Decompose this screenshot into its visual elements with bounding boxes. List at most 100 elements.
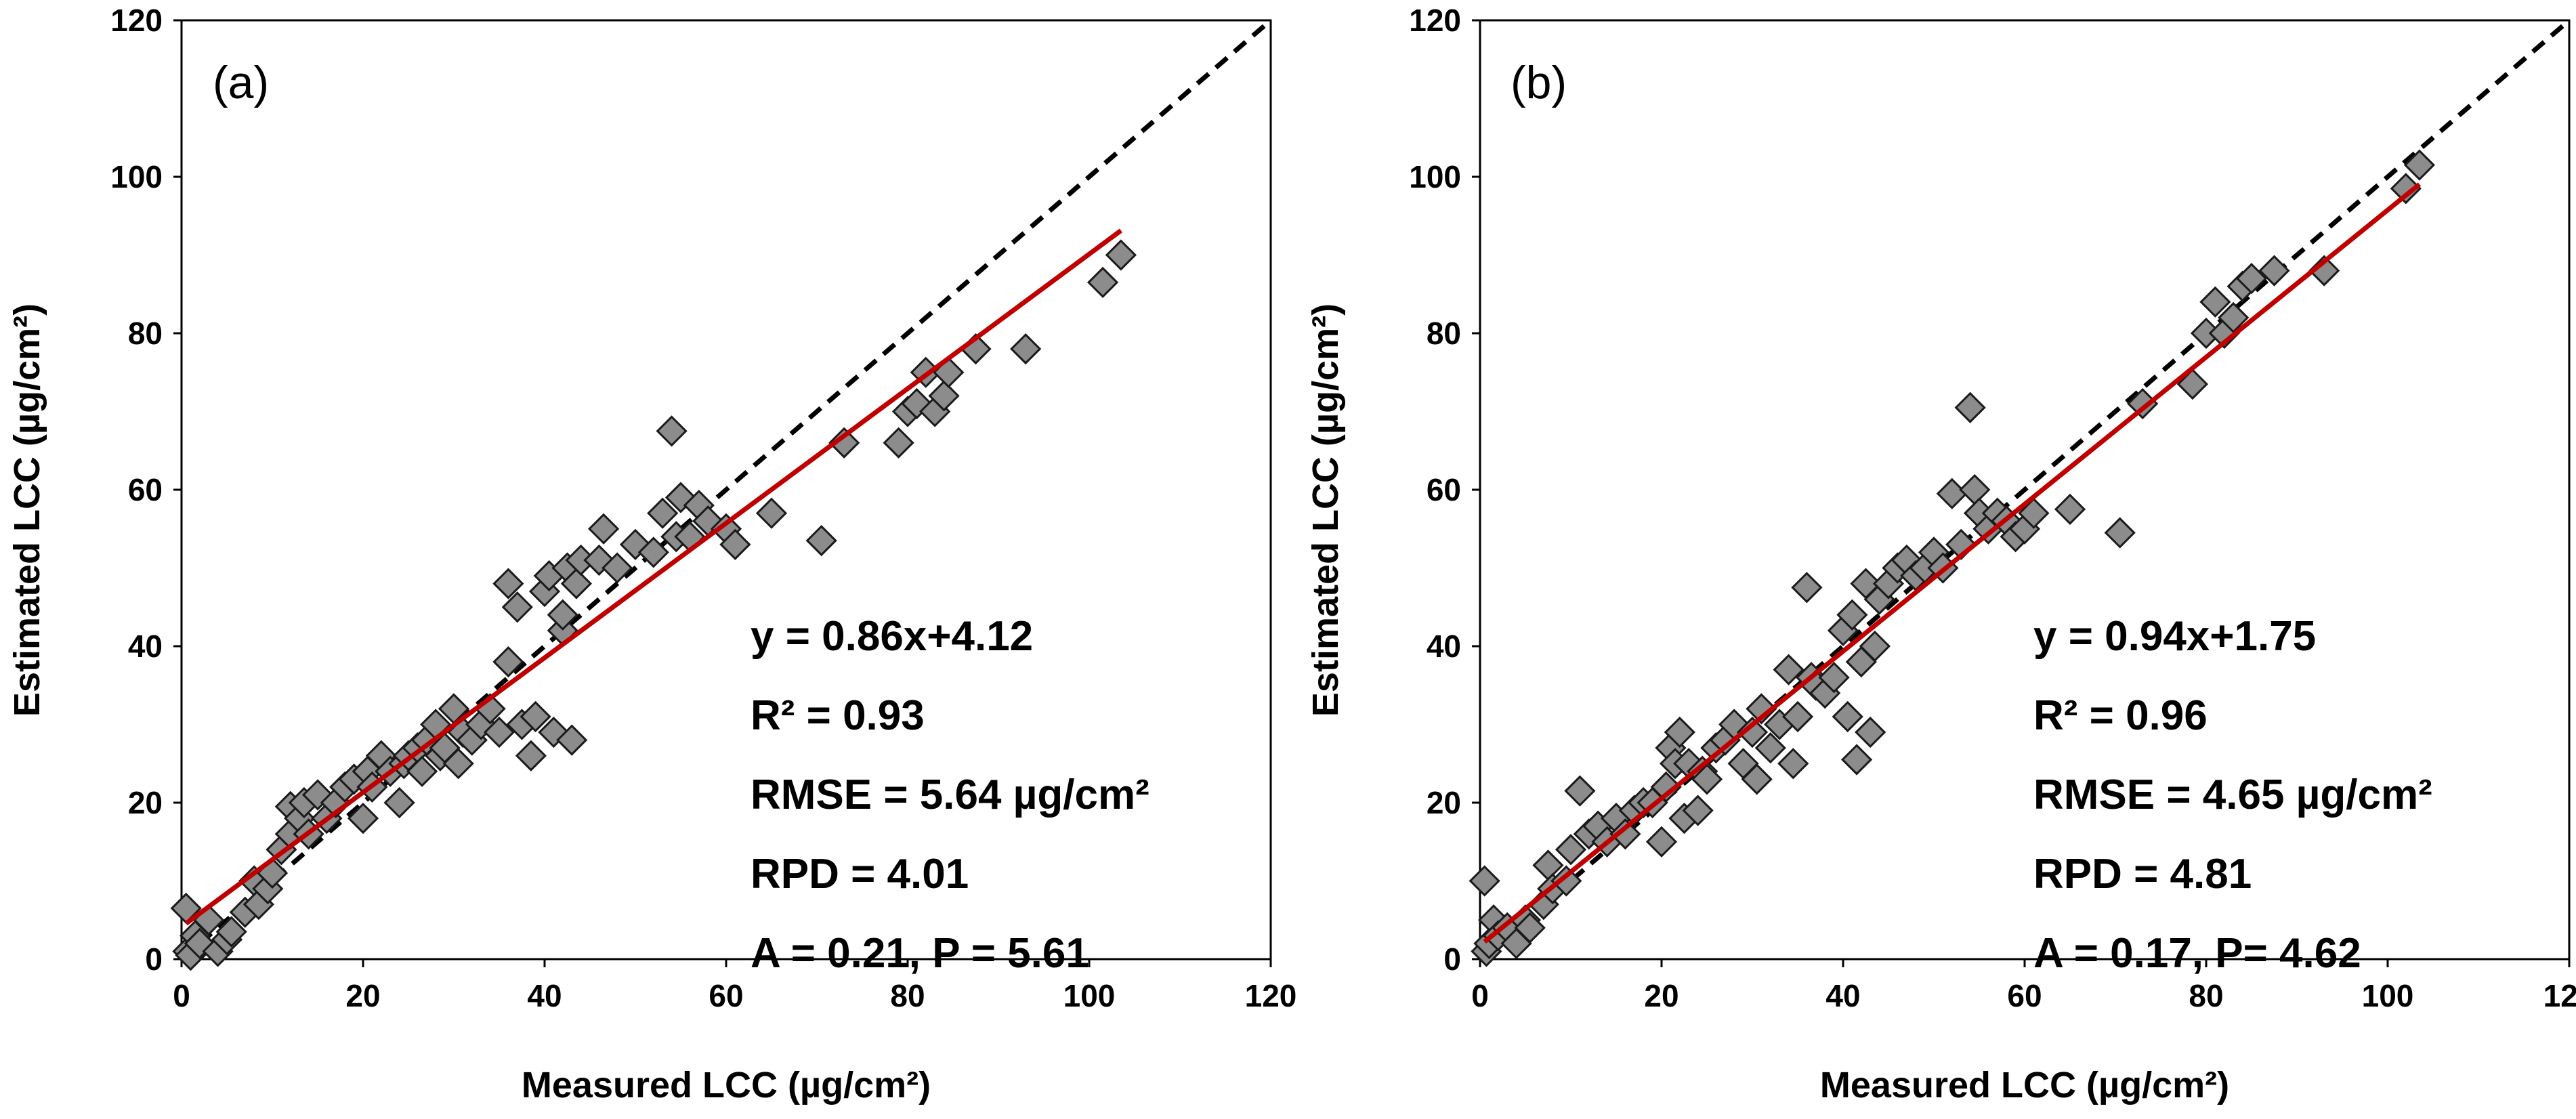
reference-line-1-to-1 — [182, 20, 1271, 959]
y-tick-label: 20 — [128, 785, 163, 820]
data-point — [347, 802, 379, 835]
data-point — [2235, 263, 2268, 295]
data-point — [1840, 744, 1873, 776]
data-point — [2199, 286, 2231, 318]
data-point — [1010, 333, 1042, 365]
data-point — [442, 748, 474, 780]
y-tick-label: 120 — [1409, 3, 1461, 38]
data-point — [501, 591, 533, 623]
data-point — [1736, 716, 1769, 748]
stat-annotation: RMSE = 4.65 µg/cm² — [2033, 772, 2432, 818]
y-tick-label: 20 — [1427, 785, 1461, 820]
data-point — [2218, 301, 2250, 334]
data-point — [1105, 239, 1137, 271]
chart-panel-a: 0 20 40 60 80 100 120 0 20 40 60 80 100 120 Measured L… — [7, 3, 1296, 1105]
y-axis-title: Estimated LCC (µg/cm²) — [1305, 303, 1346, 717]
data-point — [2054, 493, 2086, 525]
data-point — [406, 755, 438, 787]
data-point — [492, 568, 524, 599]
panel-label: (a) — [213, 57, 269, 108]
data-point — [215, 916, 247, 948]
y-tick-label: 40 — [1427, 629, 1461, 664]
x-axis-title: Measured LCC (µg/cm²) — [522, 1065, 931, 1105]
y-axis-title: Estimated LCC (µg/cm²) — [7, 303, 47, 717]
data-point — [1791, 572, 1823, 604]
data-point — [1086, 266, 1119, 299]
y-tick-label: 60 — [1427, 472, 1461, 507]
data-point — [1469, 865, 1500, 897]
data-point — [547, 599, 578, 631]
data-point — [2018, 497, 2050, 529]
data-point — [1746, 693, 1777, 725]
data-point — [1650, 771, 1682, 803]
data-point — [637, 536, 669, 568]
y-tick-label: 80 — [1427, 316, 1461, 351]
y-tick-label: 100 — [1409, 159, 1461, 194]
data-point — [647, 497, 679, 529]
data-point — [1682, 795, 1714, 826]
y-tick-label: 120 — [110, 3, 163, 38]
data-point — [556, 724, 588, 756]
data-point — [2176, 368, 2209, 400]
data-point — [492, 646, 524, 678]
x-tick-label: 40 — [1825, 978, 1860, 1013]
x-tick-label: 60 — [2007, 978, 2042, 1013]
data-point — [587, 513, 620, 545]
data-point — [928, 380, 960, 412]
data-point — [483, 716, 515, 748]
data-point — [2258, 255, 2290, 287]
data-point — [1514, 912, 1546, 944]
x-tick-label: 0 — [1471, 978, 1489, 1013]
y-tick-label: 80 — [128, 316, 163, 351]
stat-annotation: R² = 0.93 — [751, 692, 925, 739]
data-point — [1550, 865, 1582, 897]
y-tick-label: 0 — [145, 942, 163, 977]
stat-annotation: A = 0.17, P= 4.62 — [2033, 930, 2361, 977]
data-point — [1555, 834, 1587, 866]
panel-label: (b) — [1511, 57, 1567, 108]
x-tick-label: 20 — [1644, 978, 1678, 1013]
x-tick-label: 120 — [1245, 978, 1297, 1013]
data-point — [515, 740, 547, 772]
data-point — [520, 700, 551, 733]
data-point — [383, 786, 415, 819]
x-tick-label: 0 — [173, 978, 190, 1013]
data-point — [719, 528, 751, 560]
chart-panel-b: 0 20 40 60 80 100 120 0 20 40 60 80 100 120 Measured L… — [1305, 3, 2576, 1105]
data-point — [2403, 149, 2436, 181]
data-point — [2390, 173, 2422, 205]
data-point — [560, 568, 593, 599]
x-axis-title: Measured LCC (µg/cm²) — [1820, 1065, 2229, 1105]
data-point — [755, 497, 788, 529]
data-point — [1954, 392, 1986, 423]
x-tick-label: 120 — [2543, 978, 2576, 1013]
data-point — [2104, 517, 2136, 549]
stat-annotation: y = 0.86x+4.12 — [751, 613, 1033, 660]
data-point — [1645, 826, 1678, 858]
stat-annotation: R² = 0.96 — [2033, 692, 2208, 739]
regression-line — [184, 228, 1122, 926]
data-point — [1691, 763, 1723, 795]
y-tick-label: 0 — [1443, 942, 1461, 977]
x-tick-label: 100 — [1063, 978, 1116, 1013]
x-tick-label: 20 — [345, 978, 380, 1013]
reference-line-1-to-1 — [1480, 20, 2569, 959]
stat-annotation: y = 0.94x+1.75 — [2033, 613, 2316, 660]
stat-annotation: RMSE = 5.64 µg/cm² — [751, 772, 1149, 818]
data-point — [883, 427, 914, 459]
data-point — [1773, 654, 1804, 685]
y-tick-label: 60 — [128, 472, 163, 507]
stat-annotation: A = 0.21, P = 5.61 — [751, 930, 1089, 977]
data-point — [805, 524, 837, 557]
regression-line — [1483, 182, 2422, 944]
stat-annotation: RPD = 4.81 — [2033, 851, 2252, 898]
data-point — [1818, 662, 1850, 694]
data-point — [1855, 716, 1886, 748]
data-point — [1859, 630, 1891, 662]
stat-annotation: RPD = 4.01 — [751, 851, 969, 898]
y-tick-label: 100 — [110, 159, 163, 194]
data-point — [656, 415, 688, 447]
data-point — [1664, 716, 1695, 748]
data-point — [1832, 700, 1863, 733]
